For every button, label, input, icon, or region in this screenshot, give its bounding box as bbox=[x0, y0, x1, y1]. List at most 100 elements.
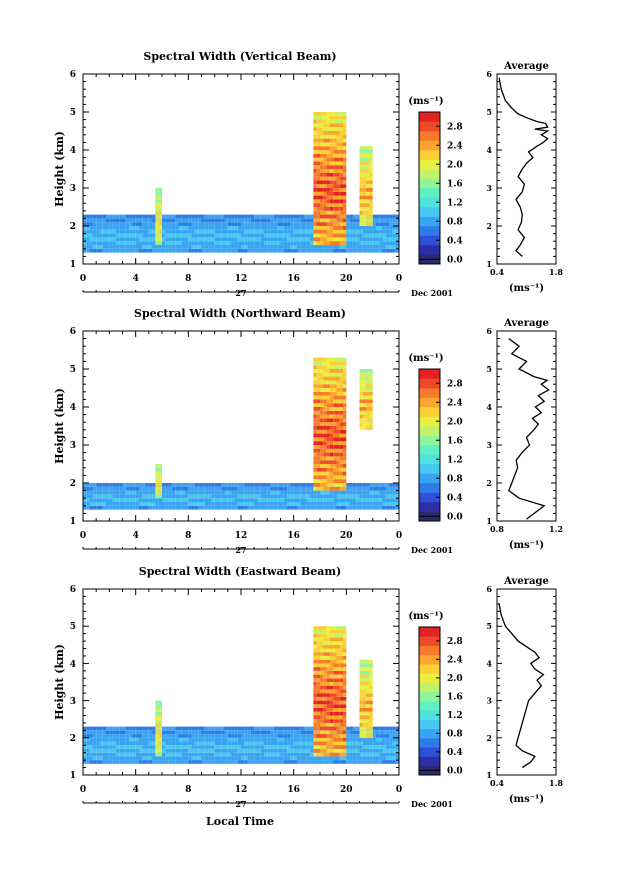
heatmap-cell bbox=[359, 376, 363, 381]
heatmap-cell bbox=[316, 719, 320, 723]
heatmap-cell bbox=[194, 490, 199, 495]
heatmap-cell bbox=[290, 737, 294, 742]
heatmap-cell bbox=[102, 741, 107, 746]
heatmap-cell bbox=[211, 486, 215, 491]
heatmap-cell bbox=[214, 214, 218, 219]
heatmap-cell bbox=[366, 218, 370, 223]
colorbar-swatch bbox=[419, 188, 440, 198]
heatmap-cell bbox=[260, 486, 265, 491]
heatmap-cell bbox=[339, 745, 344, 749]
heatmap-cell bbox=[343, 737, 347, 742]
heatmap-cell bbox=[125, 241, 130, 245]
heatmap-cell bbox=[221, 248, 225, 253]
heatmap-cell bbox=[270, 214, 274, 219]
heatmap-cell bbox=[224, 760, 228, 764]
heatmap-cell bbox=[323, 678, 327, 682]
heatmap-cell bbox=[343, 357, 347, 362]
heatmap-cell bbox=[198, 237, 202, 242]
heatmap-cell bbox=[178, 226, 182, 230]
heatmap-cell bbox=[376, 218, 380, 223]
heatmap-cell bbox=[214, 749, 218, 753]
heatmap-cell bbox=[250, 726, 255, 731]
heatmap-cell bbox=[359, 207, 363, 211]
heatmap-cell bbox=[356, 226, 360, 230]
heatmap-cell bbox=[336, 123, 340, 128]
heatmap-cell bbox=[323, 369, 327, 373]
heatmap-cell bbox=[267, 222, 271, 226]
heatmap-cell bbox=[194, 752, 199, 757]
heatmap-cell bbox=[343, 452, 347, 457]
heatmap-cell bbox=[333, 365, 337, 369]
heatmap-cell bbox=[264, 505, 268, 510]
heatmap-cell bbox=[89, 730, 93, 735]
heatmap-cell bbox=[231, 245, 235, 249]
heatmap-cell bbox=[349, 749, 353, 753]
heatmap-cell bbox=[362, 486, 367, 491]
heatmap-cell bbox=[323, 460, 327, 464]
heatmap-cell bbox=[224, 248, 228, 253]
heatmap-cell bbox=[277, 248, 281, 253]
heatmap-cell bbox=[336, 682, 340, 686]
heatmap-cell bbox=[329, 670, 334, 675]
heatmap-cell bbox=[366, 388, 370, 392]
heatmap-cell bbox=[264, 734, 268, 738]
heatmap-cell bbox=[313, 161, 317, 166]
heatmap-cell bbox=[333, 153, 337, 158]
heatmap-cell bbox=[218, 494, 222, 499]
heatmap-cell bbox=[329, 218, 334, 223]
heatmap-cell bbox=[320, 678, 324, 682]
heatmap-cell bbox=[198, 730, 202, 735]
heatmap-cell bbox=[139, 233, 143, 238]
heatmap-cell bbox=[181, 494, 186, 499]
heatmap-cell bbox=[135, 494, 139, 499]
heatmap-cell bbox=[260, 749, 265, 753]
heatmap-cell bbox=[326, 157, 330, 162]
heatmap-cell bbox=[129, 737, 133, 742]
heatmap-cell bbox=[290, 248, 294, 253]
heatmap-cell bbox=[369, 730, 373, 735]
heatmap-cell bbox=[254, 730, 258, 735]
x-tick-0: 0 bbox=[80, 785, 86, 795]
heatmap-cell bbox=[329, 682, 334, 686]
heatmap-cell bbox=[96, 233, 100, 238]
heatmap-cell bbox=[323, 490, 327, 495]
heatmap-cell bbox=[237, 233, 241, 238]
heatmap-cell bbox=[362, 422, 367, 426]
heatmap-cell bbox=[86, 241, 90, 245]
heatmap-cell bbox=[132, 741, 136, 746]
heatmap-cell bbox=[310, 214, 314, 219]
heatmap-cell bbox=[343, 388, 347, 392]
heatmap-cell bbox=[313, 418, 317, 423]
heatmap-cell bbox=[343, 150, 347, 154]
heatmap-cell bbox=[112, 741, 116, 746]
heatmap-cell bbox=[376, 222, 380, 226]
heatmap-cell bbox=[346, 248, 350, 253]
heatmap-cell bbox=[96, 505, 100, 510]
heatmap-cell bbox=[316, 172, 320, 177]
heatmap-cell bbox=[194, 505, 199, 510]
heatmap-cell bbox=[122, 245, 126, 249]
heatmap-cell bbox=[92, 760, 97, 764]
heatmap-cell bbox=[366, 486, 370, 491]
heatmap-cell bbox=[158, 191, 162, 196]
heatmap-cell bbox=[231, 490, 235, 495]
heatmap-cell bbox=[106, 237, 110, 242]
heatmap-cell bbox=[224, 741, 228, 746]
heatmap-cell bbox=[339, 656, 344, 660]
heatmap-cell bbox=[119, 490, 123, 495]
heatmap-cell bbox=[165, 229, 169, 234]
heatmap-cell bbox=[155, 191, 159, 196]
heatmap-cell bbox=[362, 376, 367, 381]
heatmap-cell bbox=[329, 648, 334, 653]
heatmap-cell bbox=[352, 756, 357, 761]
heatmap-cell bbox=[329, 437, 334, 442]
heatmap-cell bbox=[191, 233, 195, 238]
heatmap-cell bbox=[221, 214, 225, 219]
heatmap-cell bbox=[297, 483, 301, 487]
colorbar-swatch bbox=[419, 747, 440, 757]
heatmap-cell bbox=[208, 486, 212, 491]
heatmap-cell bbox=[297, 233, 301, 238]
heatmap-cell bbox=[277, 490, 281, 495]
heatmap-cell bbox=[382, 745, 386, 749]
heatmap-cell bbox=[333, 656, 337, 660]
